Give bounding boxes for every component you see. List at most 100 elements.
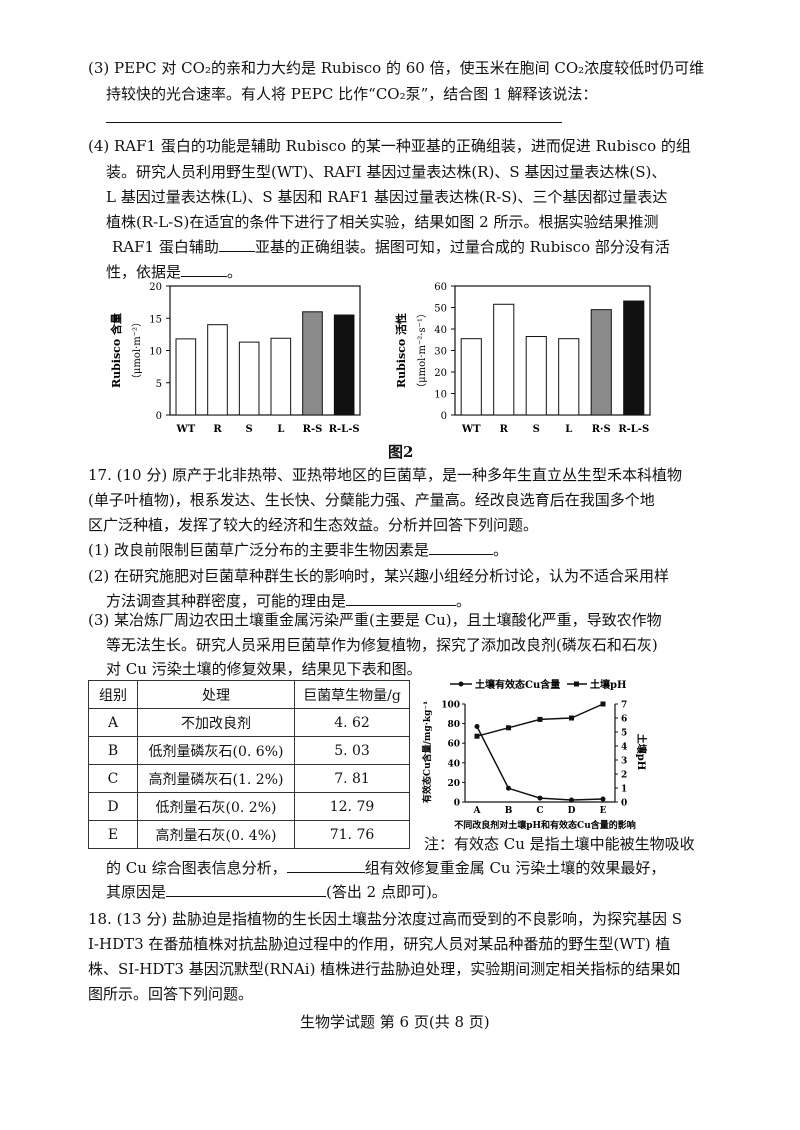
q4-line3: L 基因过量表达株(L)、S 基因和 RAF1 基因过量表达株(R-S)、三个基… xyxy=(106,188,668,206)
x-tick-label: R-S xyxy=(303,424,323,435)
data-point-cu xyxy=(474,724,480,730)
q17-line3: 区广泛种植，发挥了较大的经济和生态效益。分析并回答下列问题。 xyxy=(88,516,539,534)
right-axis-label: 土壤pH xyxy=(635,734,648,770)
q17-note-text-end: 组有效修复重金属 Cu 污染土壤的效果最好， xyxy=(364,859,666,877)
legend-marker-cu xyxy=(458,681,464,687)
x-tick-label: R-L-S xyxy=(618,424,649,435)
bar-chart-1: 0 5 10 15 20 Rubisco 含量 （μmol·m⁻²） WT R S L R-S R-L-… xyxy=(109,282,361,435)
x-tick-label: L xyxy=(277,424,284,435)
left-tick-label: 40 xyxy=(447,759,460,769)
q18-line3: 株、SI-HDT3 基因沉默型(RNAi) 植株进行盐胁迫处理，实验期间测定相关… xyxy=(88,960,681,978)
table-cell: E xyxy=(88,820,138,849)
q18-line2: I-HDT3 在番茄植株对抗盐胁迫过程中的作用，研究人员对某品种番茄的野生型(W… xyxy=(88,935,671,953)
y-tick-label: 15 xyxy=(149,314,162,325)
x-tick-label: S xyxy=(533,424,540,435)
q17-part2-end: 。 xyxy=(456,592,472,610)
x-tick-label: L xyxy=(565,424,572,435)
bar xyxy=(270,337,292,416)
bar xyxy=(590,309,612,416)
right-tick-label: 6 xyxy=(621,715,627,725)
plot-frame xyxy=(169,285,361,416)
y-axis-unit: （μmol·m⁻²） xyxy=(131,317,143,384)
left-tick-label: 20 xyxy=(447,779,460,789)
table-cell: B xyxy=(88,736,138,765)
q4-line2: 装。研究人员利用野生型(WT)、RAFI 基因过量表达株(R)、S 基因过量表达… xyxy=(106,163,667,181)
q17-note-line1: 注：有效态 Cu 是指土壤中能被生物吸收 xyxy=(424,835,695,853)
bar xyxy=(207,324,228,416)
q17-part2-text: 方法调查其种群密度，可能的理由是 xyxy=(106,592,347,610)
q17-part1: (1) 改良前限制巨菌草广泛分布的主要非生物因素是 。 xyxy=(88,540,508,560)
q17-blank-3[interactable] xyxy=(286,858,365,873)
q17-part3-line1: (3) 某冶炼厂周边农田土壤重金属污染严重(主要是 Cu)，且土壤酸化严重，导致… xyxy=(88,611,662,629)
x-tick-label: R xyxy=(500,424,509,435)
table-cell: 低剂量磷灰石(0. 6%) xyxy=(137,736,295,765)
left-tick-label: 80 xyxy=(447,720,460,730)
q4-blank-basis[interactable] xyxy=(181,262,228,277)
table-row: E 高剂量石灰(0. 4%) 71. 76 xyxy=(88,820,410,849)
bar xyxy=(302,311,323,416)
y-tick-label: 20 xyxy=(434,368,447,379)
bar xyxy=(460,338,482,416)
right-tick-label: 5 xyxy=(621,729,627,739)
right-tick-label: 4 xyxy=(621,743,627,753)
table-header-cell: 巨菌草生物量/g xyxy=(294,680,410,709)
chart-legend: 土壤有效态Cu含量 土壤pH xyxy=(450,678,626,691)
q4-line6-part2: 。 xyxy=(227,263,243,281)
q17-part3-line3: 对 Cu 污染土壤的修复效果，结果见下表和图。 xyxy=(106,660,422,678)
table-cell: 低剂量石灰(0. 2%) xyxy=(137,792,295,821)
q4-line5-part1: RAF1 蛋白辅助 xyxy=(112,238,219,256)
x-tick-label: WT xyxy=(461,424,481,435)
figure-2: 0 5 10 15 20 Rubisco 含量 （μmol·m⁻²） WT R S L R-S R-L-… xyxy=(109,282,651,435)
q17-blank-4[interactable] xyxy=(166,882,327,897)
x-tick-label: D xyxy=(568,806,576,816)
q17-note-line2: 的 Cu 综合图表信息分析， 组有效修复重金属 Cu 污染土壤的效果最好， xyxy=(106,858,665,878)
table-cell: 7. 81 xyxy=(294,764,410,793)
x-tick-label: B xyxy=(505,806,513,816)
table-header-row: 组别 处理 巨菌草生物量/g xyxy=(88,680,410,709)
table-cell: 71. 76 xyxy=(294,820,410,849)
data-point-cu xyxy=(600,796,606,802)
plot-frame xyxy=(454,285,651,416)
q4-blank-subunit[interactable] xyxy=(218,237,255,252)
y-tick-label: 5 xyxy=(156,379,162,390)
table-header-cell: 处理 xyxy=(137,680,295,709)
legend-label-ph: 土壤pH xyxy=(590,678,626,691)
q17-blank-2[interactable] xyxy=(346,591,457,606)
q3-line2: 持较快的光合速率。有人将 PEPC 比作“CO₂泵”，结合图 1 解释该说法： xyxy=(106,85,598,103)
y-tick-label: 60 xyxy=(434,282,447,293)
figure-2-caption: 图2 xyxy=(388,443,414,461)
bar xyxy=(175,338,197,416)
right-tick-label: 0 xyxy=(621,799,627,809)
q17-part2-line2: 方法调查其种群密度，可能的理由是 。 xyxy=(106,591,471,611)
left-tick-label: 0 xyxy=(454,799,460,809)
bar xyxy=(525,336,547,416)
q17-part3-line2: 等无法生长。研究人员采用巨菌草作为修复植物，探究了添加改良剂(磷灰石和石灰) xyxy=(106,636,658,654)
q17-note-text: 的 Cu 综合图表信息分析， xyxy=(106,859,287,877)
x-tick-label: S xyxy=(246,424,253,435)
y-axis-unit: （μmol·m⁻²·s⁻¹） xyxy=(416,308,428,393)
y-tick-label: 50 xyxy=(434,304,447,315)
y-axis-label: Rubisco 含量 xyxy=(109,313,123,388)
bar xyxy=(493,303,515,416)
x-tick-label: WT xyxy=(175,424,195,435)
y-tick-label: 10 xyxy=(149,347,162,358)
q4-line5: RAF1 蛋白辅助 亚基的正确组装。据图可知，过量合成的 Rubisco 部分没有… xyxy=(112,237,670,257)
q17-reason-label: 其原因是 xyxy=(106,883,167,901)
table-row: C 高剂量磷灰石(1. 2%) 7. 81 xyxy=(88,764,410,793)
data-point-ph xyxy=(600,701,606,707)
table-cell: 12. 79 xyxy=(294,792,410,821)
q17-blank-1[interactable] xyxy=(429,540,494,555)
table-row: B 低剂量磷灰石(0. 6%) 5. 03 xyxy=(88,736,410,765)
y-tick-label: 10 xyxy=(434,390,447,401)
cu-ph-chart: 土壤有效态Cu含量 土壤pH02040608010001234567有效态Cu含量… xyxy=(421,678,648,831)
q4-line6: 性，依据是 。 xyxy=(106,262,242,282)
bar xyxy=(558,338,580,416)
bar xyxy=(623,300,645,416)
data-point-cu xyxy=(506,785,511,791)
y-tick-label: 0 xyxy=(441,411,447,422)
table-cell: D xyxy=(88,792,138,821)
q17-line1: 17. (10 分) 原产于北非热带、亚热带地区的巨菌草，是一种多年生直立丛生型… xyxy=(88,466,682,484)
chart-caption: 不同改良剂对土壤pH和有效态Cu含量的影响 xyxy=(454,819,636,831)
table-cell: 高剂量磷灰石(1. 2%) xyxy=(137,764,295,793)
series-line-cu xyxy=(476,726,604,801)
